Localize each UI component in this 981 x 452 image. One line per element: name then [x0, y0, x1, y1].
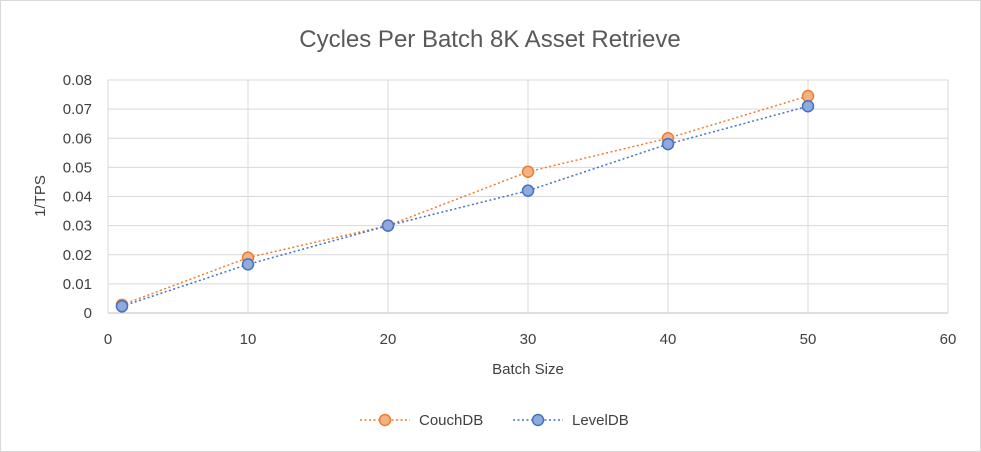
legend-couchdb-marker [378, 413, 392, 427]
x-tick-label: 10 [240, 331, 257, 348]
x-tick-label: 0 [104, 331, 112, 348]
series-leveldb [115, 99, 815, 313]
data-point-leveldb [801, 99, 815, 113]
y-axis-label: 1/TPS [32, 175, 49, 217]
y-tick-label: 0.03 [63, 218, 92, 235]
legend: CouchDB LevelDB [360, 412, 629, 429]
legend-leveldb-marker [531, 413, 545, 427]
x-axis-label: Batch Size [492, 361, 564, 378]
data-point-couchdb [521, 165, 535, 178]
data-point-leveldb [521, 184, 535, 197]
legend-couchdb-label: CouchDB [419, 412, 483, 429]
y-tick-labels: 0 0.01 0.02 0.03 0.04 0.05 0.06 0.07 0.08 [63, 72, 92, 322]
x-tick-label: 50 [800, 331, 817, 348]
data-point-leveldb [241, 258, 255, 271]
y-tick-label: 0.02 [63, 247, 92, 264]
x-tick-label: 60 [940, 331, 957, 348]
x-tick-label: 20 [380, 331, 397, 348]
chart-title: Cycles Per Batch 8K Asset Retrieve [299, 26, 681, 53]
y-tick-label: 0 [84, 305, 92, 322]
y-tick-label: 0.07 [63, 101, 92, 118]
legend-item-couchdb: CouchDB [360, 412, 483, 429]
legend-leveldb-label: LevelDB [572, 412, 629, 429]
y-tick-label: 0.01 [63, 276, 92, 293]
x-tick-label: 30 [520, 331, 537, 348]
y-tick-label: 0.08 [63, 72, 92, 89]
legend-item-leveldb: LevelDB [513, 412, 629, 429]
data-point-leveldb [115, 300, 129, 313]
data-point-leveldb [661, 137, 675, 151]
series-layer [115, 89, 815, 313]
y-tick-label: 0.06 [63, 130, 92, 147]
x-tick-label: 40 [660, 331, 677, 348]
y-tick-label: 0.04 [63, 189, 92, 206]
data-point-leveldb [381, 219, 395, 232]
x-tick-labels: 0 10 20 30 40 50 60 [104, 331, 957, 348]
series-line-leveldb [121, 105, 809, 308]
y-tick-label: 0.05 [63, 159, 92, 176]
data-point-couchdb [801, 89, 815, 103]
